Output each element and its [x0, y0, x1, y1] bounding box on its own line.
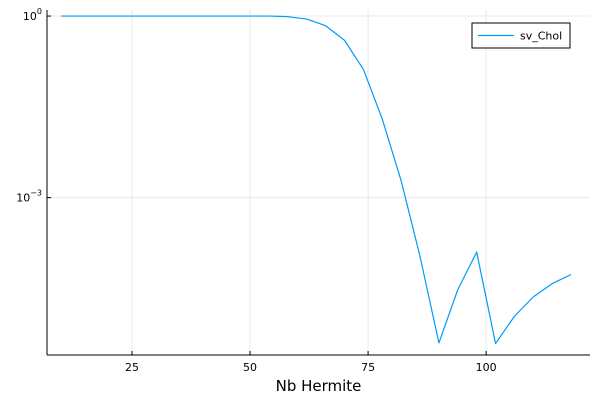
- series: [61, 15, 572, 345]
- y-tick-label: 10−3: [16, 189, 42, 205]
- legend: sv_Chol: [471, 22, 571, 49]
- legend-entry-sv-chol: sv_Chol: [520, 30, 562, 43]
- x-tick-label: 25: [125, 361, 139, 374]
- x-axis-label: Nb Hermite: [276, 377, 362, 395]
- axes: [46, 10, 590, 356]
- y-tick-label: 100: [23, 7, 42, 23]
- x-tick-label: 100: [476, 361, 497, 374]
- series-line-0: [61, 15, 572, 345]
- x-tick-label: 75: [361, 361, 375, 374]
- y-tick-labels: 100 10−3: [16, 7, 51, 205]
- x-tick-label: 50: [243, 361, 257, 374]
- x-tick-labels: 25 50 75 100: [125, 351, 497, 374]
- grid: [47, 10, 590, 355]
